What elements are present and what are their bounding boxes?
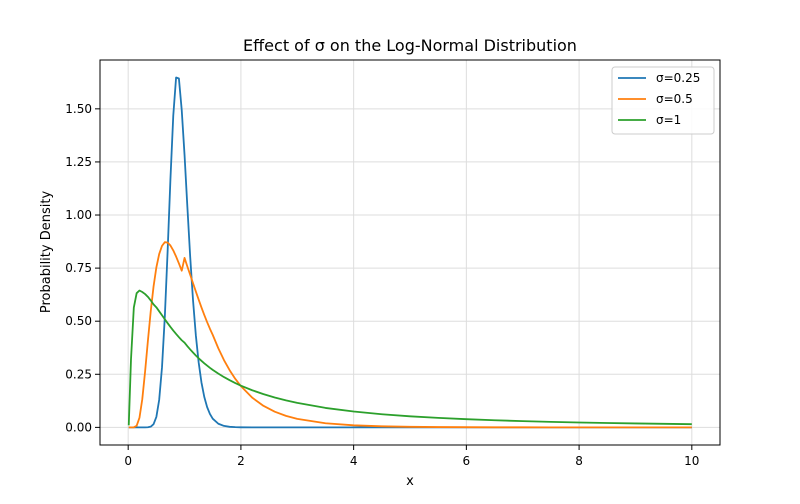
x-tick-label: 2 [237,454,245,468]
series-line-3 [127,289,692,426]
x-tick-label: 6 [463,454,471,468]
series-line-2 [128,241,692,429]
y-tick-label: 0.50 [65,314,92,328]
legend-label-3: σ=1 [656,113,681,127]
y-tick-label: 1.00 [65,208,92,222]
legend-label-2: σ=0.5 [656,92,693,106]
axes-frame [99,59,721,446]
x-axis-ticks: 0 2 4 6 8 10 [124,445,699,468]
x-tick-label: 0 [124,454,132,468]
y-axis-ticks: 0.00 0.25 0.50 0.75 1.00 1.25 1.50 [65,102,100,434]
x-axis-label: x [406,474,414,489]
x-tick-label: 10 [684,454,699,468]
x-tick-label: 8 [575,454,583,468]
legend-box [611,66,715,135]
y-tick-label: 0.75 [65,261,92,275]
chart-title: Effect of σ on the Log-Normal Distributi… [243,36,577,55]
y-tick-label: 1.50 [65,102,92,116]
plot-lines [127,76,692,429]
grid [100,60,720,445]
legend-label-1: σ=0.25 [656,71,700,85]
y-axis-label: Probability Density [39,191,54,314]
x-tick-label: 4 [350,454,358,468]
legend: σ=0.25 σ=0.5 σ=1 [611,66,715,135]
y-tick-label: 0.00 [65,420,92,434]
y-tick-label: 1.25 [65,155,92,169]
y-tick-label: 0.25 [65,367,92,381]
